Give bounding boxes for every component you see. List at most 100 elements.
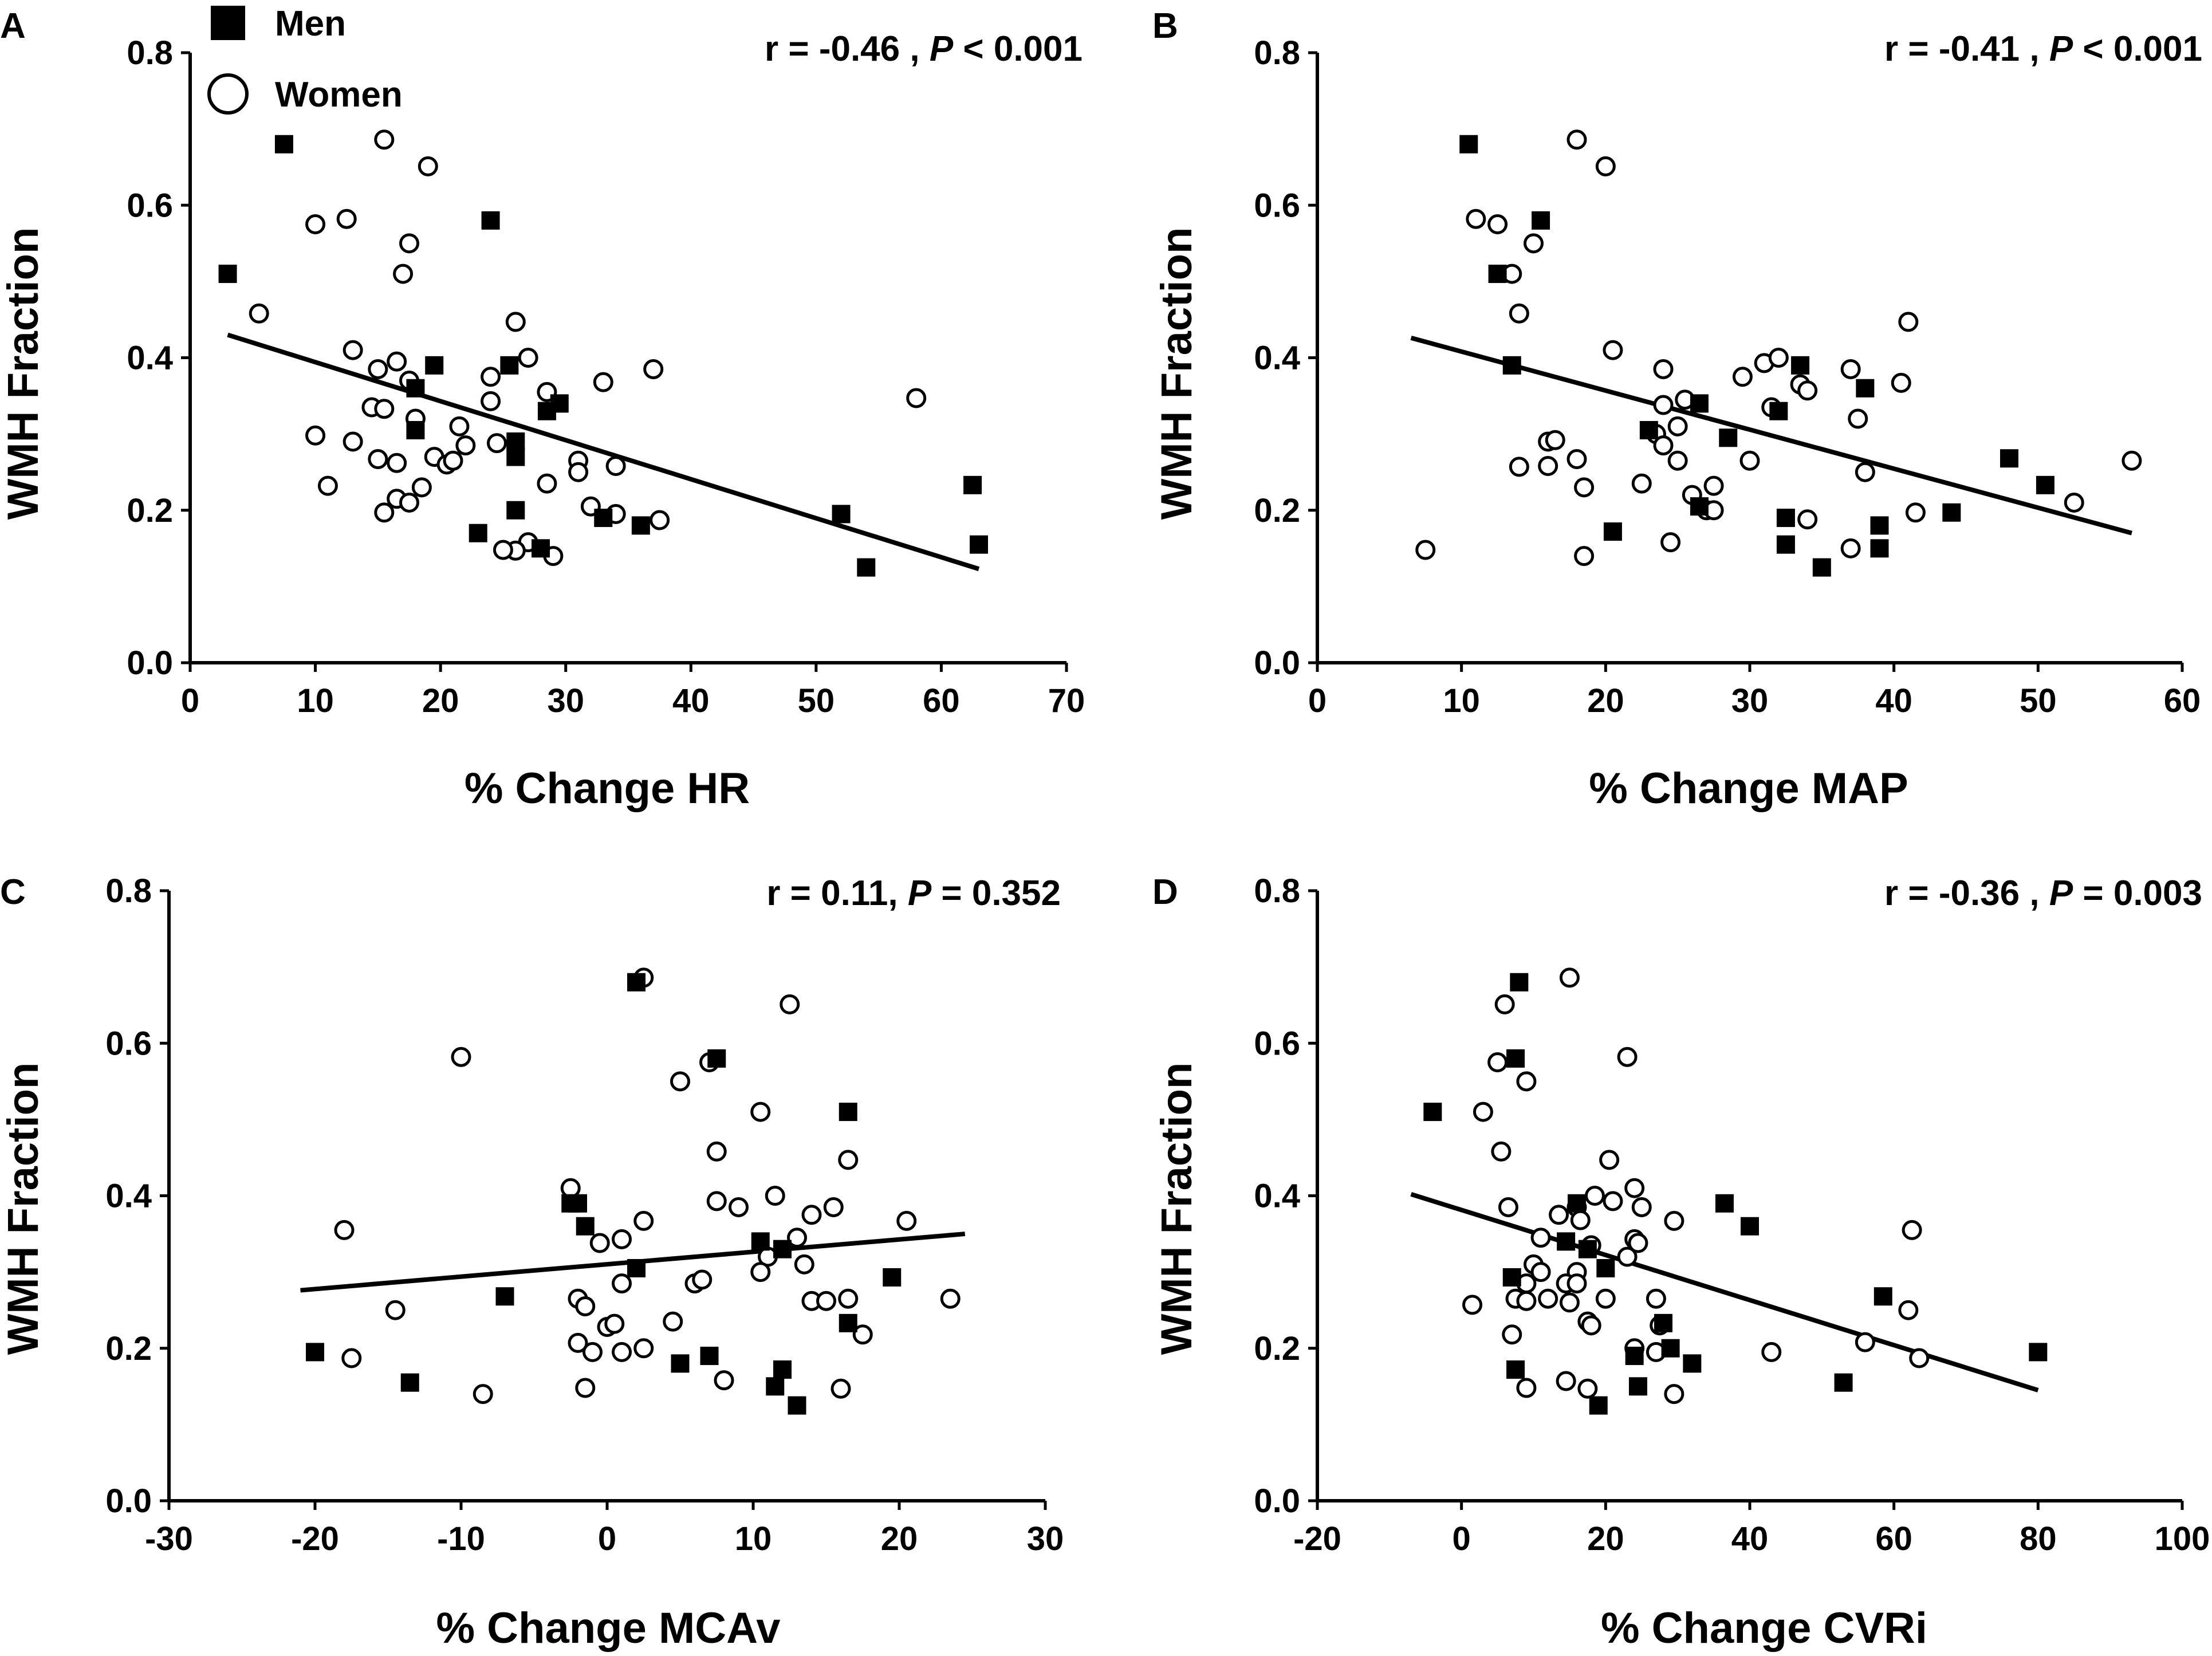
panel-b-x-tick-label: 0 (1308, 682, 1327, 719)
panel-letter-a: A (0, 6, 26, 46)
panel-a-y-tick-label: 0.6 (127, 187, 173, 224)
panel-c-y-tick-label: 0.6 (105, 1025, 152, 1062)
panel-d-regression-line (1410, 1192, 2039, 1393)
panel-d-men-point (1628, 1377, 1647, 1396)
panel-d-women-point (1761, 1342, 1782, 1362)
panel-d-plot-area (1410, 967, 2048, 1415)
panel-a-men-point (506, 432, 525, 451)
panel-c-women-point (582, 1342, 603, 1362)
panel-c-x-tick-label: -10 (437, 1520, 485, 1557)
panel-d-women-point (1909, 1348, 1930, 1368)
panel-a-women-point (443, 450, 463, 471)
panel-a-men-point (406, 379, 425, 398)
panel-d-x-tick-label: 60 (1875, 1520, 1912, 1557)
panel-d-x-tick-label: 100 (2155, 1520, 2210, 1557)
panel-b-women-point (1703, 475, 1724, 496)
panel-c-y-tick-label: 0.0 (105, 1482, 152, 1520)
panel-b-women-point (1739, 450, 1760, 471)
panel-a-women-point (505, 312, 526, 332)
panel-d-stat-p-value: = 0.003 (2073, 874, 2202, 913)
panel-d-men-point (1568, 1194, 1586, 1213)
panel-a-women-point (387, 351, 407, 372)
panel-d: D r = -0.36 , P = 0.003 WMH Fraction % C… (1152, 872, 2210, 1653)
legend-men-label: Men (275, 4, 346, 44)
panel-b-women-point (1653, 435, 1674, 456)
panel-d-y-tick-label: 0.6 (1254, 1025, 1300, 1062)
panel-b-women-point (1566, 129, 1587, 150)
panel-d-women-point (1491, 1141, 1512, 1162)
panel-a-women-point (643, 359, 664, 379)
panel-a-women-point (387, 453, 407, 473)
panel-d-stat-r: r = -0.36 , (1884, 874, 2049, 913)
panel-d-men-point (1715, 1194, 1734, 1213)
panel-a-y-tick-label: 0.8 (127, 34, 173, 72)
panel-b-women-point (1840, 538, 1861, 558)
panel-c-x-axis-title: % Change MCAv (436, 1604, 780, 1653)
panel-b-men-point (1812, 558, 1831, 577)
panel-b-women-point (1667, 416, 1688, 436)
panel-a-men-point (594, 509, 613, 528)
panel-d-women-point (1530, 1262, 1551, 1283)
panel-a-men-point (425, 356, 444, 375)
panel-b-y-tick-label: 0.4 (1254, 340, 1300, 377)
panel-b-women-point (1538, 456, 1558, 477)
panel-a-women-point (493, 540, 513, 560)
panel-a-men-point (537, 402, 556, 420)
panel-b-men-point (1776, 535, 1795, 554)
panel-c-women-point (633, 1210, 654, 1231)
panel-c-y-tick-label: 0.2 (105, 1330, 152, 1367)
panel-c-women-point (831, 1378, 851, 1399)
panel-a-men-point (406, 420, 425, 439)
panel-b-y-tick-label: 0.0 (1254, 644, 1300, 682)
panel-d-women-point (1570, 1210, 1591, 1230)
panel-d-women-point (1628, 1233, 1648, 1253)
panel-b-women-point (1509, 303, 1529, 324)
panel-d-men-point (1596, 1258, 1615, 1277)
panel-c-men-point (839, 1103, 857, 1122)
panel-c-men-point (766, 1377, 785, 1396)
panel-c-y-ticks: 0.0 0.2 0.4 0.6 0.8 (105, 872, 169, 1520)
panel-b-women-point (1848, 408, 1868, 429)
panel-a-men-point (506, 501, 525, 520)
panel-a-women-point (593, 372, 613, 392)
panel-c-men-point (788, 1396, 806, 1415)
panel-c-women-point (838, 1150, 859, 1170)
panel-c-women-point (765, 1186, 785, 1206)
panel-c-women-point (670, 1071, 690, 1092)
panel-c-women-point (604, 1313, 625, 1334)
panel-b-x-tick-label: 50 (2020, 682, 2057, 719)
panel-b-plot-area (1410, 129, 2142, 577)
panel-d-x-tick-label: 20 (1587, 1520, 1624, 1557)
panel-c-x-ticks: -30 -20 -10 0 10 20 30 (145, 1501, 1064, 1557)
panel-c-women-point (385, 1300, 406, 1320)
panel-d-women-point (1556, 1371, 1576, 1391)
panel-c-women-point (940, 1288, 961, 1309)
panel-a-women-point (343, 431, 363, 452)
panel-a-men-point (970, 535, 988, 554)
panel-c-x-tick-label: 10 (735, 1520, 772, 1557)
panel-c-women-point (451, 1047, 471, 1067)
panel-c-women-point (794, 1254, 814, 1275)
panel-b-women-point (1898, 312, 1919, 332)
panel-c-women-point (750, 1262, 771, 1283)
panel-b-men-point (1690, 394, 1709, 413)
panel-b-women-point (1840, 359, 1861, 379)
panel-b-men-point (1603, 522, 1622, 541)
panel-a-men-point (469, 524, 487, 542)
panel-d-men-point (1654, 1313, 1672, 1332)
panel-d-men-point (1506, 1360, 1525, 1379)
panel-c-women-point (633, 1338, 654, 1359)
panel-a-stat-r: r = -0.46 , (765, 29, 930, 69)
panel-c-women-point (729, 1197, 749, 1217)
panel-c-women-point (692, 1269, 713, 1290)
panel-c-women-point (560, 1178, 581, 1198)
panel-c-stat-p-value: = 0.352 (931, 874, 1061, 913)
panel-b-x-axis-title: % Change MAP (1589, 764, 1908, 813)
panel-b-y-tick-label: 0.2 (1254, 492, 1300, 529)
panel-d-women-point (1462, 1295, 1483, 1315)
panel-b-men-point (1459, 135, 1478, 154)
panel-c-y-tick-label: 0.4 (105, 1178, 152, 1215)
panel-c-women-point (575, 1296, 596, 1317)
panel-a-men-point (481, 211, 500, 230)
